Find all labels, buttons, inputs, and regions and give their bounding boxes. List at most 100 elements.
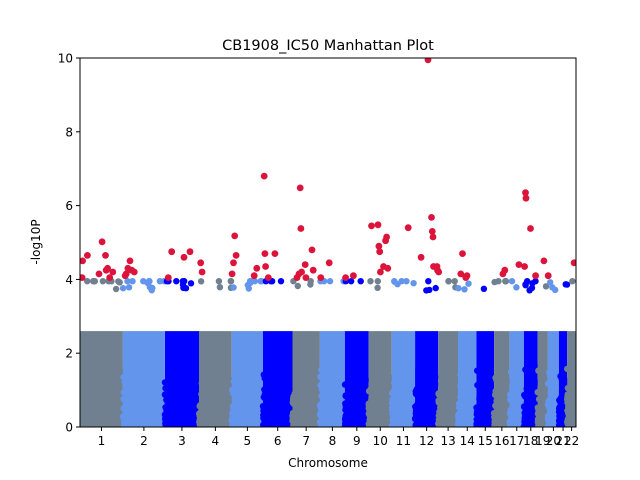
snp-density-band [319,331,345,427]
snp-density-band [231,331,263,427]
x-tick-label: 13 [440,434,455,448]
y-tick-label: 4 [65,273,73,287]
snp-density-band [438,331,458,427]
significant-snp-point [302,274,310,281]
snp-density-band [476,331,495,427]
snp-point [403,278,410,285]
snp-point [562,281,569,288]
snp-point [90,278,98,285]
significant-snp-point [109,268,117,276]
significant-snp-point [544,272,552,280]
snp-point [508,278,516,285]
snp-point [247,278,254,285]
snp-point [326,278,334,285]
snp-point [129,278,136,285]
significant-snp-point [429,233,437,241]
significant-snp-point [106,274,114,281]
y-tick-label: 0 [65,421,73,435]
y-tick-label: 10 [58,52,73,66]
significant-snp-point [375,242,383,250]
snp-point [528,284,536,292]
significant-snp-point [368,222,375,230]
significant-snp-point [80,257,86,265]
snp-density-band [368,331,392,427]
x-axis-label: Chromosome [288,456,368,470]
significant-snp-point [308,246,316,254]
significant-snp-point [232,252,240,259]
x-tick-label: 8 [329,434,337,448]
snp-density-band [122,331,165,427]
x-tick-label: 21 [555,434,570,448]
snp-point [465,280,472,287]
significant-snp-point [377,268,384,276]
significant-snp-point [230,259,237,267]
snp-point [502,278,509,285]
significant-snp-point [522,194,530,202]
significant-snp-point [522,189,529,197]
significant-snp-point [342,274,349,281]
snp-point [522,281,529,288]
significant-snp-point [104,264,111,272]
snp-point [119,285,127,292]
chart-title: CB1908_IC50 Manhattan Plot [222,38,434,54]
snp-point [84,278,91,285]
significant-snp-point [122,270,130,278]
snp-density-band [537,331,548,427]
snp-point [425,278,432,285]
significant-points [80,58,576,281]
significant-snp-point [317,274,325,281]
snp-point [227,278,234,285]
plot-frame [79,57,577,428]
snp-point [144,279,151,287]
chromosome-13-points [435,278,462,427]
x-tick-label: 2 [140,434,148,448]
significant-snp-point [231,232,239,240]
snp-point [532,278,539,285]
significant-snp-point [570,259,576,267]
significant-snp-point [459,250,466,257]
x-tick-label: 9 [353,434,361,448]
snp-point [215,278,223,285]
significant-snp-point [417,253,425,261]
snp-density-band [547,331,559,427]
snp-point [542,283,550,290]
significant-snp-point [384,264,392,272]
significant-snp-point [298,268,305,276]
y-tick-label: 6 [65,199,73,213]
chromosome-4-points [196,278,235,427]
x-tick-label: 11 [396,434,411,448]
chromosome-15-points [473,285,498,427]
significant-snp-point [374,221,382,229]
significant-snp-point [296,184,304,192]
significant-snp-point [271,250,279,257]
x-tick-label: 20 [546,434,561,448]
significant-snp-point [435,268,443,276]
significant-snp-point [532,272,539,280]
significant-snp-point [457,270,465,278]
significant-snp-point [260,172,268,180]
snp-point [187,280,195,287]
snp-point [307,278,314,285]
snp-point [181,278,188,285]
snp-point [374,278,381,285]
chromosome-10-points [365,278,395,427]
snp-point [347,278,355,285]
x-tick-label: 22 [564,434,579,448]
snp-point [461,286,468,293]
significant-snp-point [521,263,528,270]
significant-snp-point [130,268,138,276]
significant-snp-point [350,272,357,280]
chromosome-22-points [564,278,576,427]
chromosome-2-points [119,278,168,427]
snp-point [569,278,576,285]
snp-point [398,278,405,285]
snp-density-band [80,331,123,427]
snp-density-band [344,331,369,427]
x-tick-label: 7 [302,434,310,448]
significant-snp-point [95,270,103,278]
x-tick-label: 4 [212,434,220,448]
snp-point [125,284,133,291]
chromosome-19-points [534,283,551,427]
